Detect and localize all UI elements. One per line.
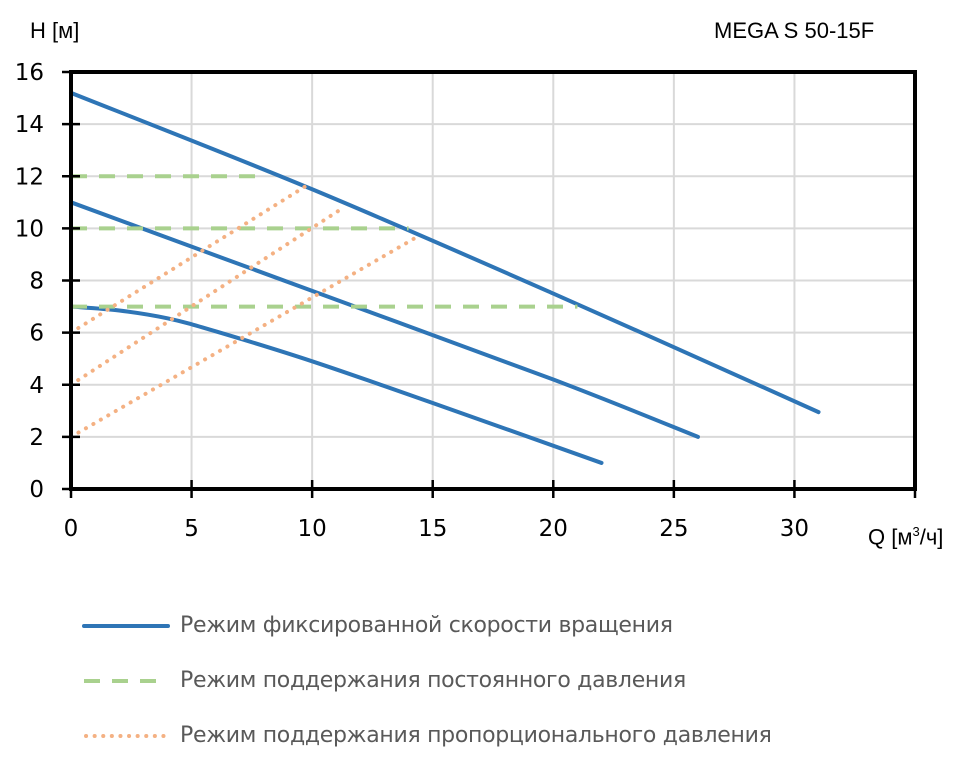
series-line-dotted [69, 184, 307, 335]
y-tick-label: 0 [29, 477, 44, 503]
legend-item-constant-pressure: Режим поддержания постоянного давления [82, 653, 772, 708]
legend-swatch-dashed [84, 678, 168, 683]
x-tick-label: 10 [298, 516, 327, 542]
x-axis-label: Q [м3/ч] [868, 524, 944, 550]
y-tick-label: 10 [15, 216, 44, 242]
x-tick-label: 5 [184, 516, 199, 542]
series-line-dotted [69, 234, 421, 439]
legend-swatch-dotted [84, 733, 170, 738]
series-line-solid [69, 304, 604, 465]
y-tick-label: 2 [29, 425, 44, 451]
legend: Режим фиксированной скорости вращения Ре… [82, 598, 772, 763]
x-tick-label: 25 [659, 516, 688, 542]
legend-swatch-solid [82, 623, 170, 628]
legend-label: Режим поддержания постоянного давления [180, 668, 686, 693]
series-line-solid [69, 200, 700, 439]
y-axis-label: H [м] [30, 18, 80, 43]
y-tick-label: 12 [15, 164, 44, 190]
axes [62, 70, 917, 498]
legend-item-fixed-speed: Режим фиксированной скорости вращения [82, 598, 772, 653]
series-line-dotted [69, 205, 346, 387]
tick-labels: 0 2 4 6 8 10 12 14 16 0 5 10 15 20 25 30 [15, 60, 809, 542]
y-tick-label: 4 [29, 373, 44, 399]
series-line-solid [69, 90, 821, 415]
y-tick-label: 8 [29, 269, 44, 295]
series-lines [69, 90, 821, 465]
x-tick-label: 15 [418, 516, 447, 542]
plot-area: 0 2 4 6 8 10 12 14 16 0 5 10 15 20 25 30 [15, 60, 917, 542]
chart-title: MEGA S 50-15F [714, 18, 875, 43]
legend-label: Режим фиксированной скорости вращения [180, 613, 673, 638]
legend-label: Режим поддержания пропорционального давл… [180, 723, 772, 748]
x-tick-label: 30 [780, 516, 809, 542]
y-tick-label: 14 [15, 112, 44, 138]
y-tick-label: 16 [15, 60, 44, 86]
x-tick-label: 0 [64, 516, 79, 542]
y-tick-label: 6 [29, 321, 44, 347]
x-tick-label: 20 [539, 516, 568, 542]
legend-item-proportional-pressure: Режим поддержания пропорционального давл… [82, 708, 772, 763]
